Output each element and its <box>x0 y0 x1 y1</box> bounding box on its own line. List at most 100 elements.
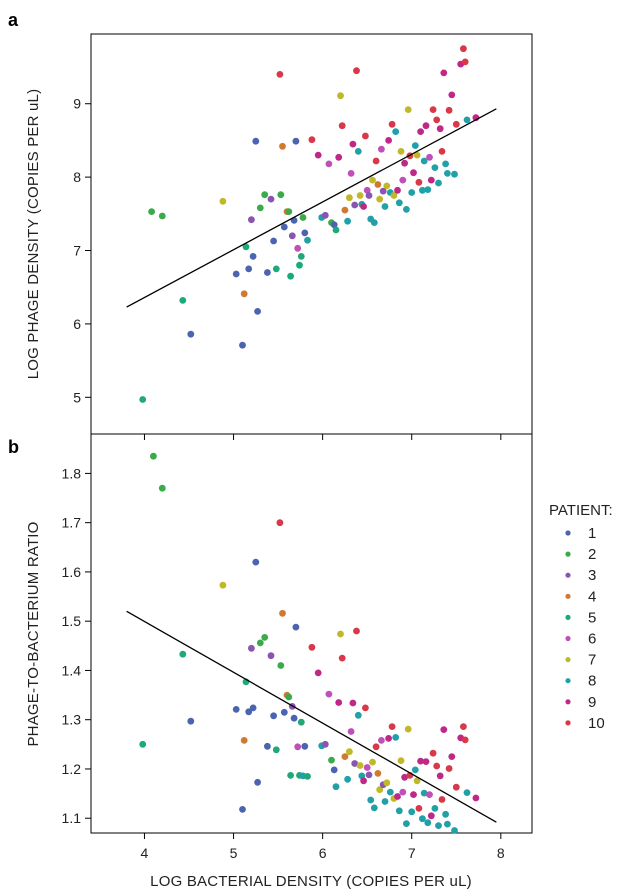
legend-marker-patient-8 <box>565 678 571 684</box>
legend-label-patient-10: 10 <box>588 715 605 732</box>
data-point-patient-8 <box>463 789 471 796</box>
panel-a-y-axis-title: LOG PHAGE DENSITY (COPIES PER uL) <box>25 89 42 380</box>
data-point-patient-5 <box>287 272 294 280</box>
y-tick-label: 1.8 <box>62 465 82 481</box>
data-point-patient-9 <box>385 137 392 144</box>
data-point-patient-6 <box>347 728 355 735</box>
legend-marker-patient-2 <box>565 551 571 557</box>
data-point-patient-1 <box>270 712 277 720</box>
panel-a-frame <box>90 33 533 435</box>
data-point-patient-8 <box>395 199 403 207</box>
data-point-patient-1 <box>292 623 300 631</box>
legend-label-patient-4: 4 <box>588 588 596 605</box>
data-point-patient-7 <box>390 192 398 199</box>
data-point-patient-10 <box>276 71 284 78</box>
data-point-patient-1 <box>187 330 195 338</box>
data-point-patient-7 <box>356 762 364 769</box>
data-point-patient-5 <box>179 297 187 304</box>
data-point-patient-8 <box>435 179 442 187</box>
data-point-patient-6 <box>363 186 371 194</box>
data-point-patient-5 <box>272 746 280 754</box>
data-point-patient-5 <box>139 396 147 403</box>
x-tick-label: 7 <box>408 845 416 861</box>
panel-a-x-ticks <box>143 434 502 440</box>
data-point-patient-10 <box>461 58 469 66</box>
data-point-patient-9 <box>427 812 435 820</box>
data-point-patient-9 <box>422 758 430 765</box>
panel-b-points <box>139 452 480 834</box>
data-point-patient-5 <box>332 226 340 234</box>
data-point-patient-8 <box>444 820 451 828</box>
data-point-patient-7 <box>369 176 376 184</box>
data-point-patient-8 <box>408 808 416 816</box>
data-point-patient-8 <box>354 148 362 155</box>
data-point-patient-8 <box>344 775 351 783</box>
data-point-patient-10 <box>452 783 460 791</box>
data-point-patient-1 <box>245 265 253 273</box>
data-point-patient-9 <box>349 140 357 148</box>
data-point-patient-8 <box>411 766 419 774</box>
legend-label-patient-5: 5 <box>588 609 596 626</box>
data-point-patient-10 <box>338 122 346 130</box>
legend-label-patient-8: 8 <box>588 673 596 690</box>
data-point-patient-7 <box>397 757 405 764</box>
data-point-patient-3 <box>365 771 373 779</box>
data-point-patient-8 <box>392 128 400 136</box>
panel-a: 5 6 7 8 9 LOG PHAGE DENSITY (COPIES PER uL) <box>25 33 533 440</box>
data-point-patient-4 <box>240 737 248 744</box>
data-point-patient-7 <box>356 192 364 199</box>
data-point-patient-6 <box>294 743 302 751</box>
data-point-patient-1 <box>264 269 271 276</box>
data-point-patient-8 <box>381 203 389 210</box>
data-point-patient-8 <box>367 796 375 804</box>
y-tick-label: 5 <box>73 389 81 405</box>
data-point-patient-8 <box>419 815 426 823</box>
data-point-patient-7 <box>376 195 384 203</box>
data-point-patient-1 <box>239 806 246 813</box>
data-point-patient-1 <box>252 558 260 566</box>
data-point-patient-9 <box>417 128 424 136</box>
data-point-patient-8 <box>442 160 449 168</box>
data-point-patient-8 <box>463 116 471 124</box>
data-point-patient-9 <box>335 153 343 161</box>
data-point-patient-8 <box>408 189 416 196</box>
data-point-patient-2 <box>261 191 269 199</box>
y-tick-label: 1.2 <box>62 761 82 777</box>
y-tick-label: 6 <box>73 316 81 332</box>
panel-a-points <box>139 45 480 403</box>
data-point-patient-4 <box>279 142 286 150</box>
data-point-patient-2 <box>256 639 264 647</box>
data-point-patient-3 <box>351 201 359 209</box>
data-point-patient-1 <box>254 308 261 315</box>
data-point-patient-8 <box>431 164 439 172</box>
data-point-patient-8 <box>444 170 451 177</box>
panel-b-letter: b <box>8 437 19 457</box>
data-point-patient-2 <box>285 208 293 216</box>
data-point-patient-10 <box>429 106 437 113</box>
data-point-patient-7 <box>383 779 391 787</box>
panel-b-y-axis-title: PHAGE-TO-BACTERIUM RATIO <box>25 521 42 746</box>
legend-title: PATIENT: <box>549 502 613 519</box>
data-point-patient-7 <box>383 182 391 190</box>
data-point-patient-8 <box>403 820 410 827</box>
data-point-patient-8 <box>370 219 378 227</box>
data-point-patient-1 <box>245 708 253 716</box>
data-point-patient-9 <box>472 794 480 802</box>
data-point-patient-1 <box>232 706 240 713</box>
data-point-patient-6 <box>294 244 302 252</box>
data-point-patient-6 <box>378 737 385 744</box>
legend-label-patient-2: 2 <box>588 546 596 563</box>
data-point-patient-10 <box>445 765 453 772</box>
data-point-patient-3 <box>351 760 359 767</box>
legend-marker-patient-10 <box>565 720 571 726</box>
data-point-patient-8 <box>442 810 449 818</box>
data-point-patient-6 <box>347 170 355 177</box>
data-point-patient-9 <box>360 203 367 210</box>
data-point-patient-8 <box>420 789 428 797</box>
data-point-patient-9 <box>314 669 322 677</box>
panel-b-frame <box>90 433 533 834</box>
data-point-patient-10 <box>276 519 284 527</box>
data-point-patient-3 <box>321 740 329 748</box>
data-point-patient-3 <box>365 192 373 199</box>
data-point-patient-8 <box>392 734 400 741</box>
